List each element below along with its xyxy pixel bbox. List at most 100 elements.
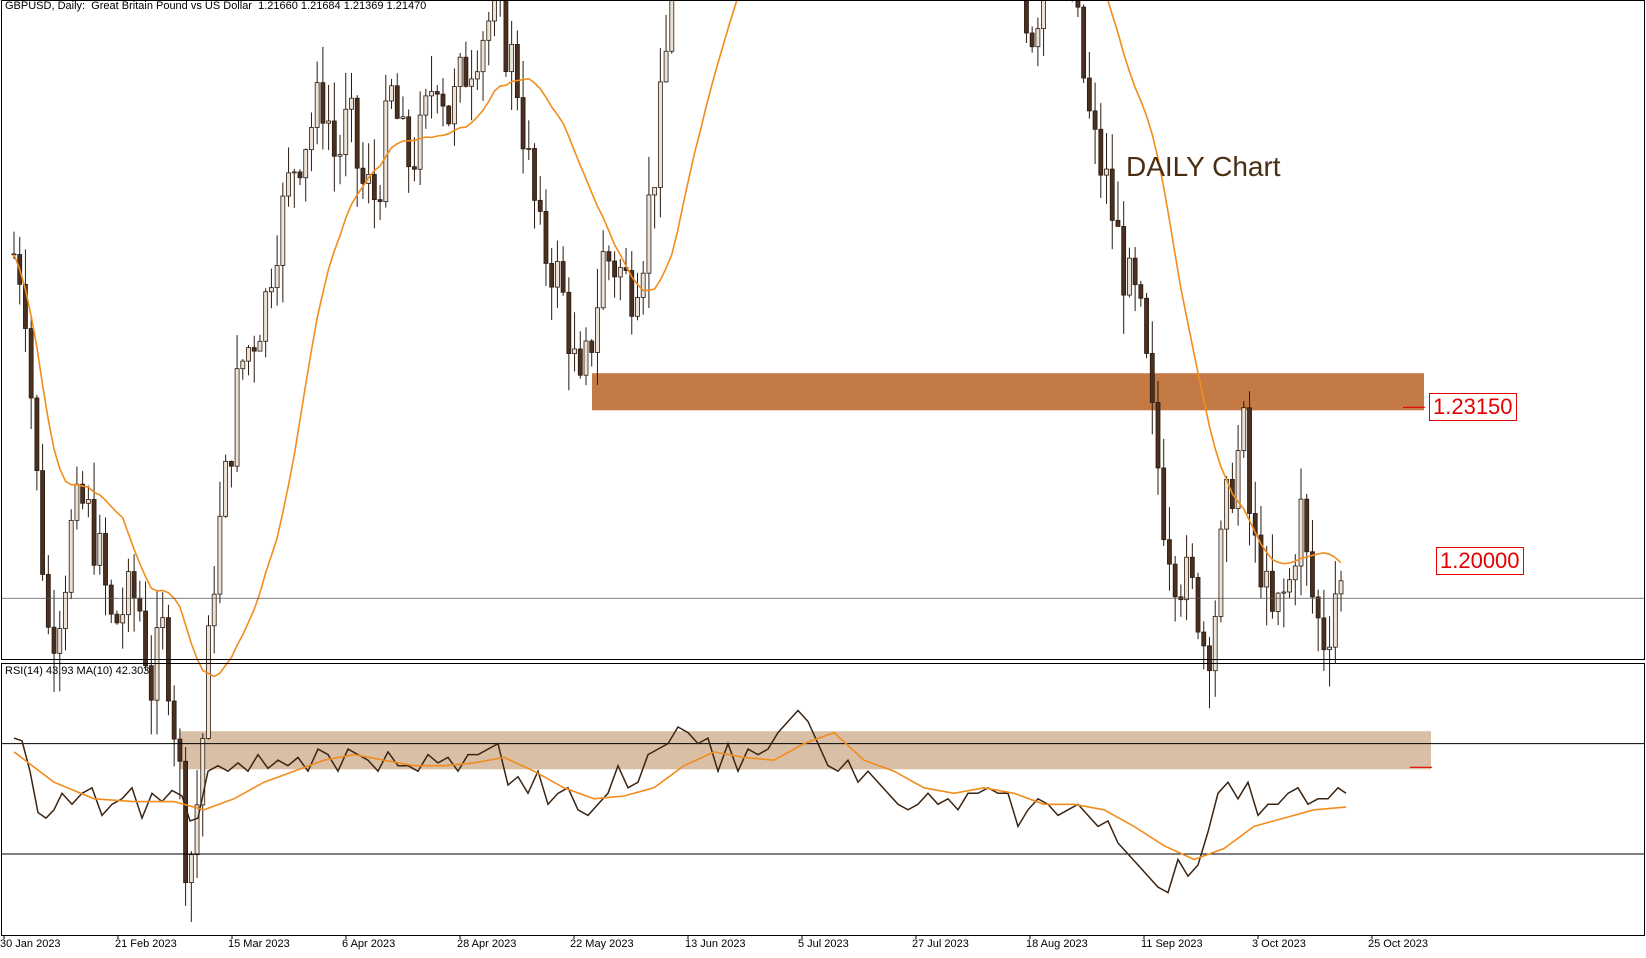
bull-candle bbox=[212, 594, 216, 626]
bear-candle bbox=[1305, 499, 1309, 552]
bear-candle bbox=[1310, 552, 1314, 597]
bull-candle bbox=[601, 252, 605, 308]
bear-candle bbox=[1202, 632, 1206, 646]
bull-candle bbox=[481, 40, 485, 71]
x-tick-label: 27 Jul 2023 bbox=[912, 938, 969, 950]
bull-candle bbox=[510, 44, 514, 71]
bull-candle bbox=[401, 117, 405, 119]
bear-candle bbox=[1270, 571, 1274, 611]
bull-candle bbox=[1042, 0, 1046, 29]
bull-candle bbox=[218, 516, 222, 594]
bear-candle bbox=[550, 263, 554, 287]
bear-candle bbox=[533, 148, 537, 200]
bear-candle bbox=[1139, 285, 1143, 299]
bull-candle bbox=[327, 121, 331, 123]
bull-candle bbox=[635, 298, 639, 317]
bear-candle bbox=[184, 761, 188, 882]
bull-candle bbox=[241, 361, 245, 369]
bear-candle bbox=[613, 261, 617, 277]
bear-candle bbox=[1162, 468, 1166, 540]
bear-candle bbox=[1093, 111, 1097, 129]
bear-candle bbox=[115, 614, 119, 623]
bear-candle bbox=[441, 94, 445, 106]
bull-candle bbox=[452, 87, 456, 124]
bull-candle bbox=[344, 109, 348, 154]
bear-candle bbox=[1122, 226, 1126, 295]
x-tick-label: 5 Jul 2023 bbox=[798, 938, 849, 950]
support-zone bbox=[180, 731, 1431, 769]
bull-candle bbox=[98, 533, 102, 565]
bull-candle bbox=[641, 273, 645, 297]
bull-candle bbox=[653, 187, 657, 194]
bull-candle bbox=[195, 805, 199, 855]
bull-candle bbox=[430, 92, 434, 96]
bear-candle bbox=[35, 398, 39, 471]
bear-candle bbox=[1133, 258, 1137, 284]
bull-candle bbox=[573, 349, 577, 354]
bear-candle bbox=[1082, 7, 1086, 78]
bear-candle bbox=[332, 121, 336, 156]
x-tick-label: 13 Jun 2023 bbox=[685, 938, 746, 950]
bear-candle bbox=[1087, 78, 1091, 111]
bear-candle bbox=[544, 211, 548, 263]
bull-candle bbox=[315, 83, 319, 128]
bear-candle bbox=[412, 167, 416, 170]
bear-candle bbox=[1150, 353, 1154, 402]
bull-candle bbox=[63, 592, 67, 628]
bull-candle bbox=[1288, 580, 1292, 592]
x-tick-label: 18 Aug 2023 bbox=[1026, 938, 1088, 950]
bear-candle bbox=[1207, 646, 1211, 671]
bull-candle bbox=[618, 268, 622, 277]
bull-candle bbox=[647, 195, 651, 273]
bull-candle bbox=[1265, 571, 1269, 587]
bear-candle bbox=[104, 533, 108, 585]
x-tick-label: 3 Oct 2023 bbox=[1252, 938, 1306, 950]
bull-candle bbox=[304, 150, 308, 178]
bear-candle bbox=[504, 0, 508, 71]
bull-candle bbox=[1036, 29, 1040, 47]
bear-candle bbox=[1167, 540, 1171, 564]
bear-candle bbox=[252, 348, 256, 352]
bear-candle bbox=[172, 701, 176, 739]
x-tick-label: 30 Jan 2023 bbox=[0, 938, 61, 950]
bull-candle bbox=[424, 96, 428, 115]
bear-candle bbox=[1099, 129, 1103, 175]
bull-candle bbox=[309, 127, 313, 149]
bear-candle bbox=[395, 86, 399, 119]
bull-candle bbox=[527, 148, 531, 149]
bull-candle bbox=[264, 292, 268, 341]
bear-candle bbox=[1030, 33, 1034, 47]
bear-candle bbox=[407, 117, 411, 167]
bull-candle bbox=[1105, 169, 1109, 175]
bull-candle bbox=[1213, 616, 1217, 670]
bull-candle bbox=[161, 618, 165, 628]
bull-candle bbox=[1328, 647, 1332, 649]
bear-candle bbox=[515, 44, 519, 97]
bull-candle bbox=[1276, 593, 1280, 611]
bull-candle bbox=[349, 98, 353, 109]
bull-candle bbox=[235, 369, 239, 467]
bear-candle bbox=[435, 92, 439, 95]
bear-candle bbox=[1145, 298, 1149, 353]
bull-candle bbox=[287, 173, 291, 196]
bear-candle bbox=[355, 98, 359, 168]
bull-candle bbox=[126, 572, 130, 615]
bear-candle bbox=[447, 106, 451, 124]
bear-candle bbox=[1248, 408, 1252, 514]
bear-candle bbox=[1024, 0, 1028, 33]
bear-candle bbox=[46, 574, 50, 627]
bull-candle bbox=[281, 196, 285, 265]
bull-candle bbox=[75, 484, 79, 520]
bear-candle bbox=[144, 611, 148, 666]
x-tick-label: 28 Apr 2023 bbox=[457, 938, 516, 950]
bear-candle bbox=[178, 739, 182, 761]
resistance-zone bbox=[592, 373, 1424, 410]
support-level-label: 1.20000 bbox=[1436, 547, 1524, 575]
bear-candle bbox=[298, 172, 302, 178]
bear-candle bbox=[578, 349, 582, 375]
bear-candle bbox=[132, 572, 136, 599]
bull-candle bbox=[1185, 557, 1189, 599]
x-tick-label: 6 Apr 2023 bbox=[342, 938, 395, 950]
bull-candle bbox=[458, 57, 462, 86]
bull-candle bbox=[247, 348, 251, 362]
